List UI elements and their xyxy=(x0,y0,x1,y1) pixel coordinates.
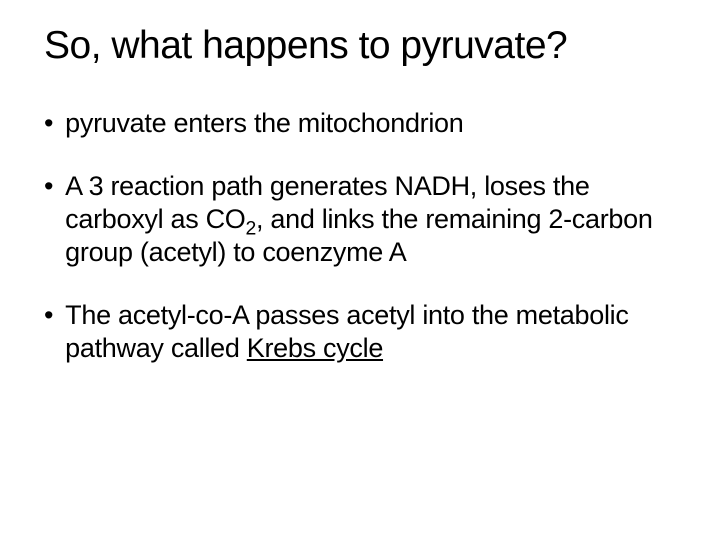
bullet-marker: • xyxy=(44,107,53,140)
bullet-marker: • xyxy=(44,170,53,203)
list-item: • pyruvate enters the mitochondrion xyxy=(44,107,676,140)
list-item: • The acetyl-co-A passes acetyl into the… xyxy=(44,299,676,365)
slide-title: So, what happens to pyruvate? xyxy=(44,24,676,69)
bullet-list: • pyruvate enters the mitochondrion • A … xyxy=(44,107,676,365)
underlined-text: Krebs cycle xyxy=(247,333,383,363)
bullet-marker: • xyxy=(44,299,53,332)
bullet-text: A 3 reaction path generates NADH, loses … xyxy=(65,170,676,269)
bullet-text: pyruvate enters the mitochondrion xyxy=(65,107,676,140)
bullet-text: The acetyl-co-A passes acetyl into the m… xyxy=(65,299,676,365)
list-item: • A 3 reaction path generates NADH, lose… xyxy=(44,170,676,269)
